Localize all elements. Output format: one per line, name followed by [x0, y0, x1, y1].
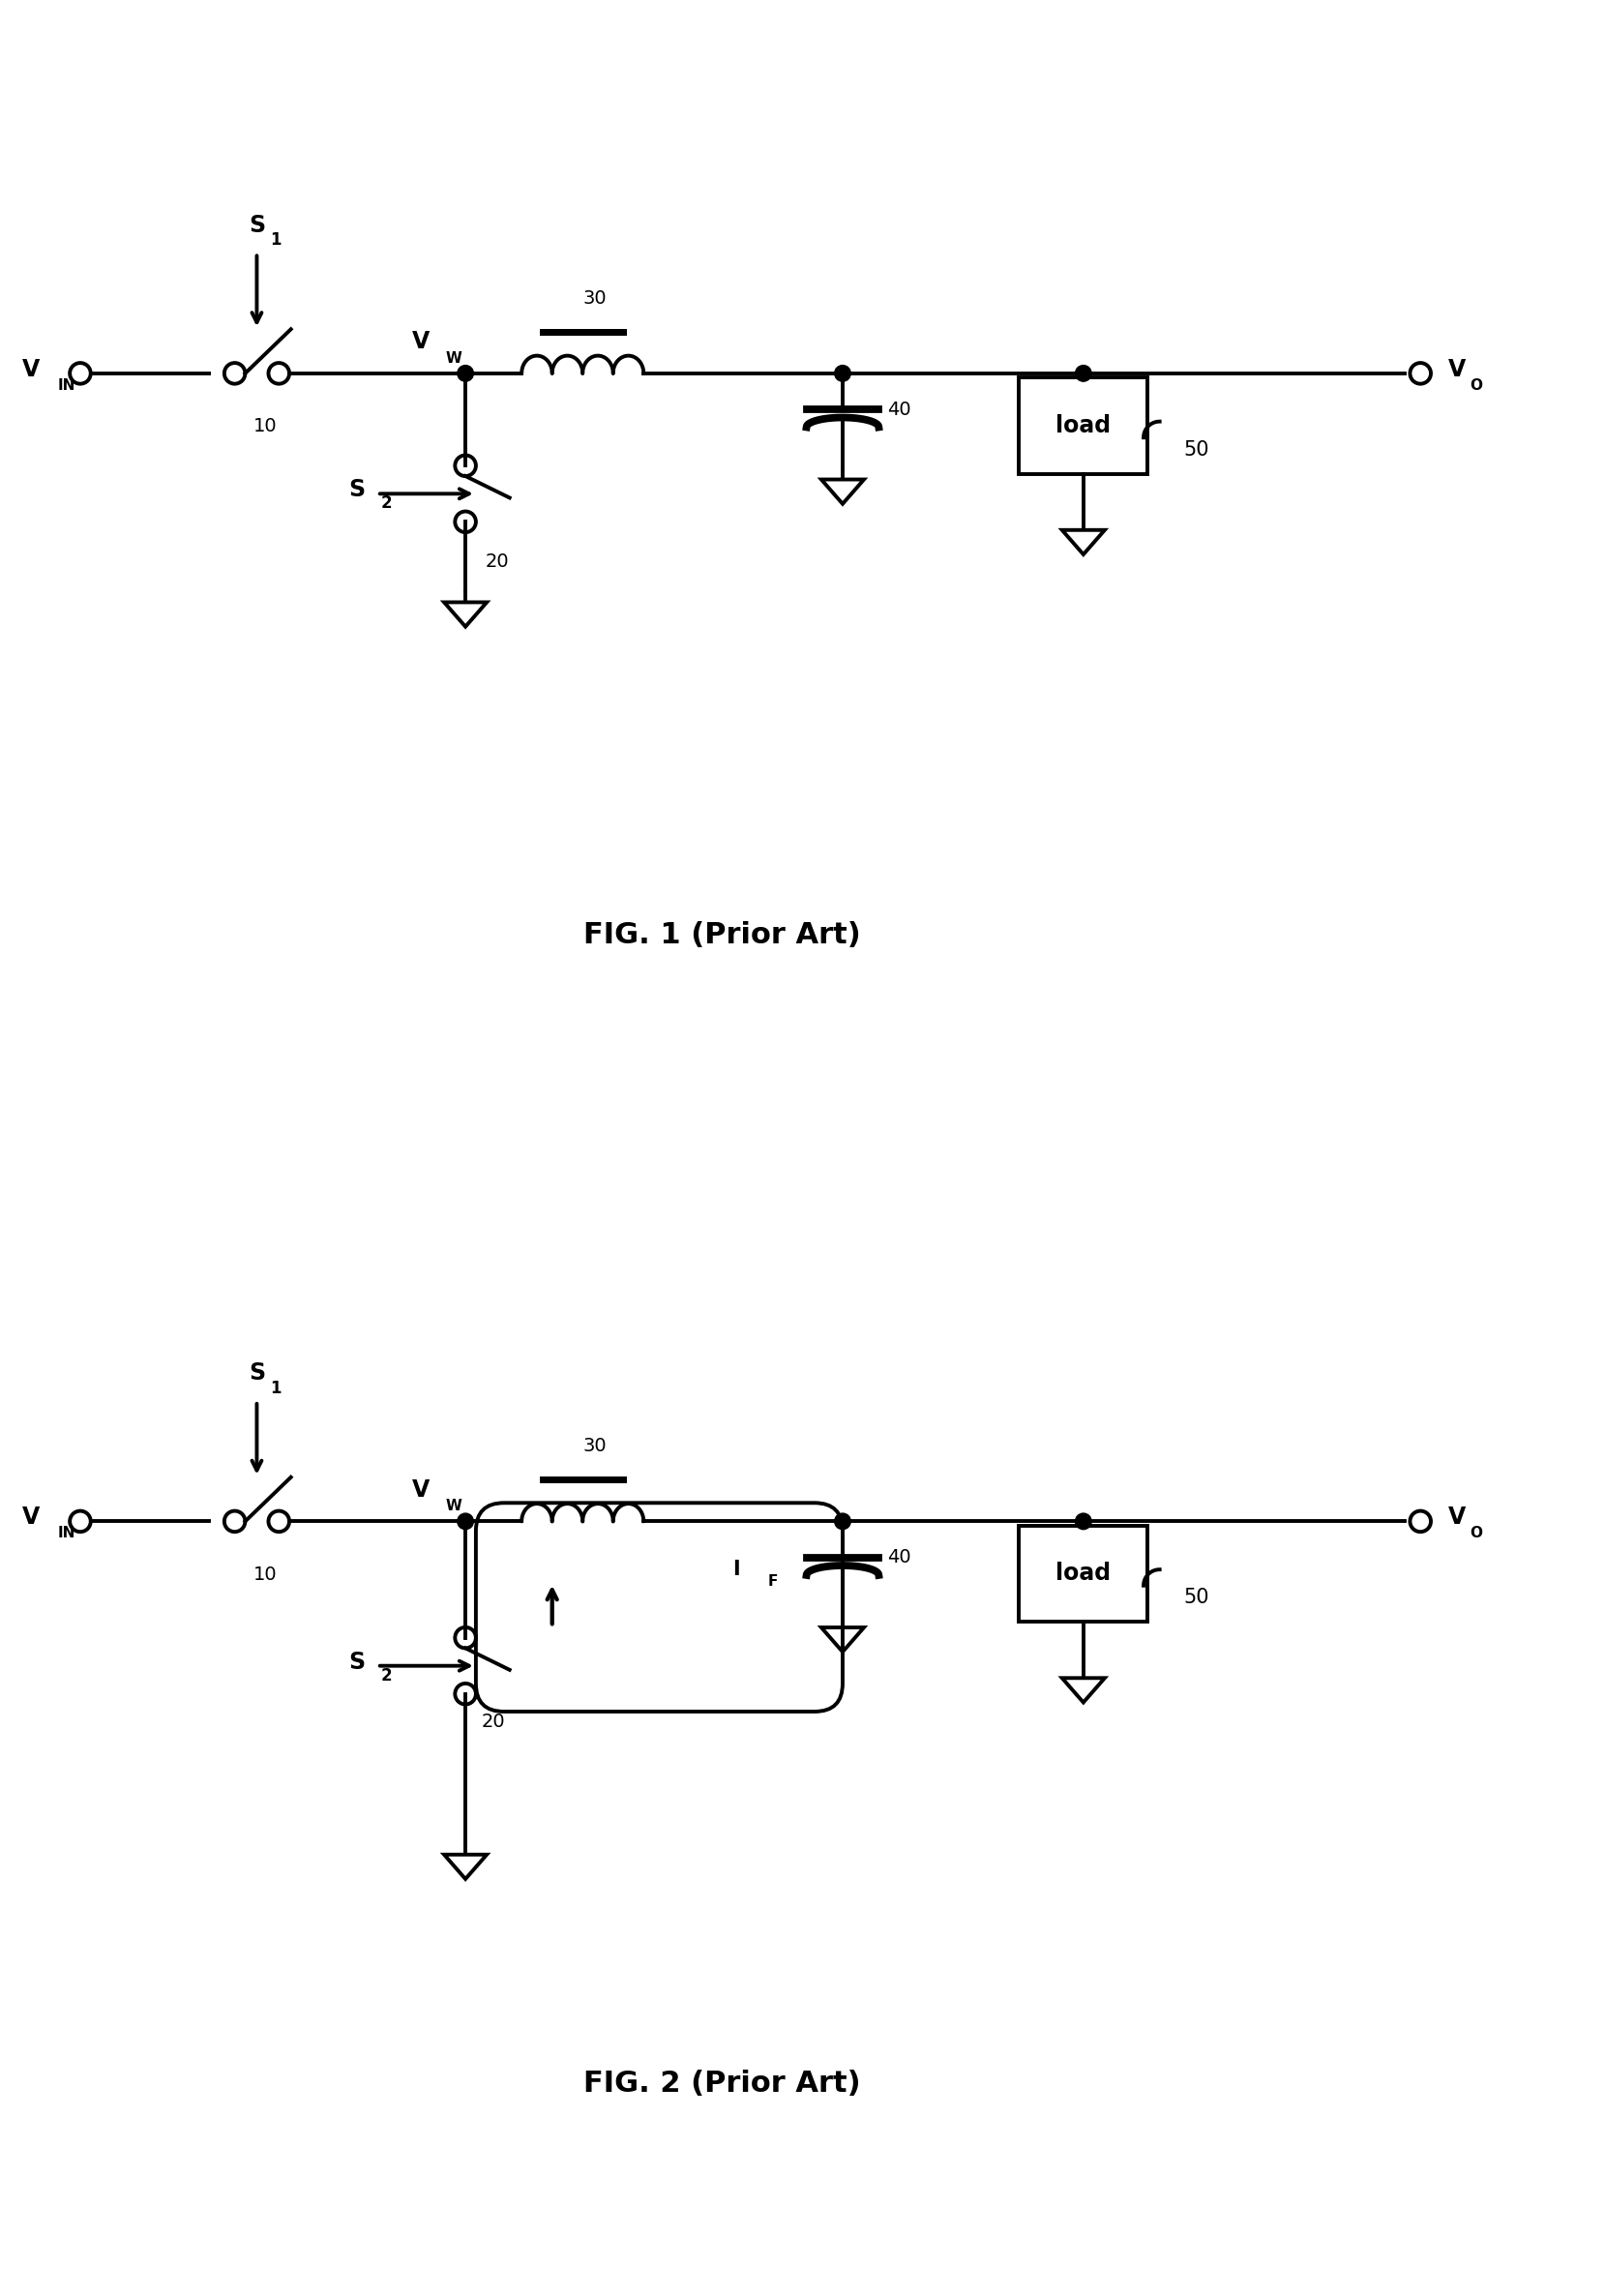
Text: 40: 40	[886, 400, 910, 418]
Text: FIG. 1 (Prior Art): FIG. 1 (Prior Art)	[584, 921, 860, 948]
Text: S: S	[348, 1651, 366, 1674]
Text: V: V	[411, 1479, 429, 1502]
Circle shape	[457, 365, 473, 381]
Text: V: V	[411, 331, 429, 354]
Text: O: O	[1470, 379, 1483, 393]
Text: 30: 30	[583, 1437, 607, 1456]
Text: 50: 50	[1184, 1589, 1209, 1607]
Circle shape	[1075, 1513, 1091, 1529]
Text: V: V	[1449, 358, 1467, 381]
Circle shape	[835, 365, 851, 381]
Bar	[1019, 1525, 1148, 1621]
Circle shape	[835, 1513, 851, 1529]
Text: 2: 2	[382, 494, 393, 512]
Text: 50: 50	[1184, 441, 1209, 459]
Text: W: W	[445, 1499, 462, 1513]
Text: V: V	[22, 1506, 40, 1529]
Text: 20: 20	[485, 553, 509, 572]
Text: IN: IN	[58, 379, 75, 393]
Text: W: W	[445, 351, 462, 365]
Text: load: load	[1056, 413, 1111, 436]
Text: V: V	[1449, 1506, 1467, 1529]
Text: I: I	[732, 1559, 740, 1580]
Text: 10: 10	[254, 1566, 276, 1584]
Text: 40: 40	[886, 1548, 910, 1566]
Bar	[1019, 377, 1148, 473]
Text: FIG. 2 (Prior Art): FIG. 2 (Prior Art)	[584, 2069, 860, 2096]
Text: load: load	[1056, 1561, 1111, 1584]
Circle shape	[457, 1513, 473, 1529]
Text: IN: IN	[58, 1527, 75, 1541]
Text: V: V	[22, 358, 40, 381]
Text: 20: 20	[482, 1713, 506, 1731]
Text: 10: 10	[254, 418, 276, 436]
Text: S: S	[249, 1362, 265, 1384]
Text: 1: 1	[270, 232, 281, 248]
Text: S: S	[348, 478, 366, 501]
Text: F: F	[767, 1575, 778, 1589]
Circle shape	[1075, 365, 1091, 381]
Text: S: S	[249, 214, 265, 236]
Text: 2: 2	[382, 1667, 393, 1685]
Text: 30: 30	[583, 289, 607, 308]
Text: 1: 1	[270, 1380, 281, 1396]
Text: O: O	[1470, 1527, 1483, 1541]
